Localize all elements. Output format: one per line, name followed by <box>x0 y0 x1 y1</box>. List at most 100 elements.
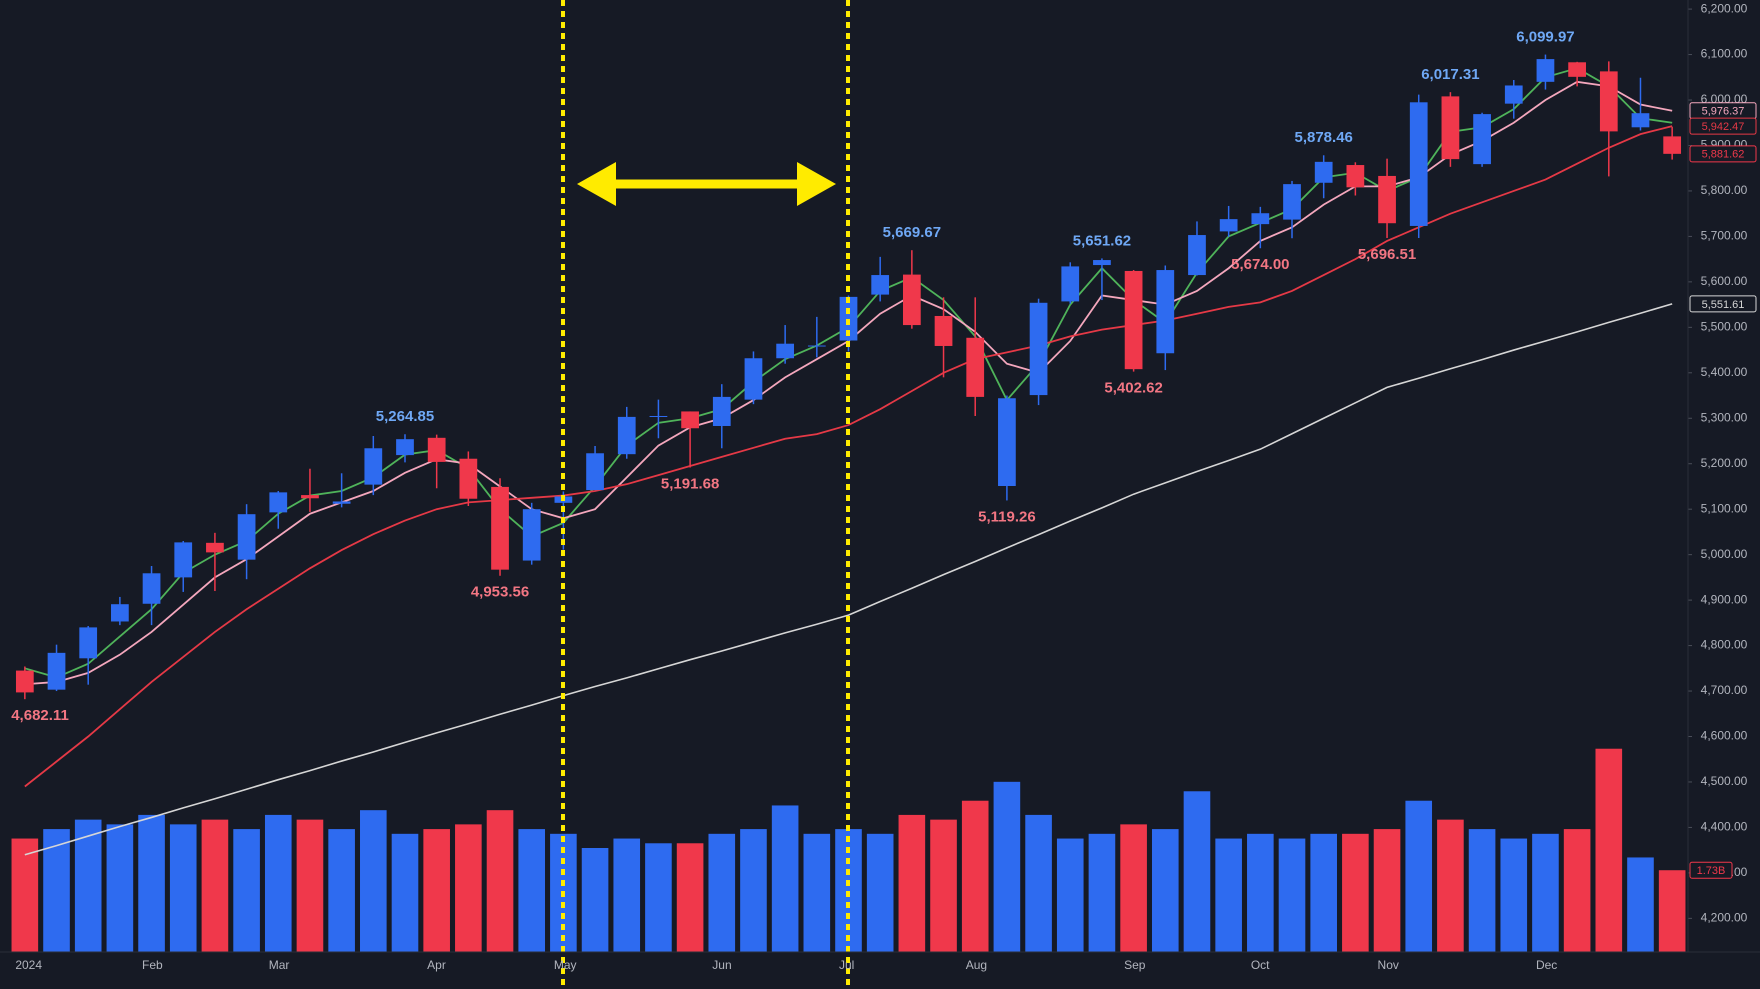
price-box-label: 5,942.47 <box>1702 121 1745 133</box>
candle-body <box>47 652 66 690</box>
candle-body <box>491 486 509 570</box>
volume-pane <box>11 748 1686 952</box>
volume-bar <box>1278 838 1306 952</box>
high-label: 5,264.85 <box>376 408 434 425</box>
candle-body <box>1409 102 1428 226</box>
volume-bar <box>201 819 229 952</box>
volume-bar <box>1658 870 1686 952</box>
low-label: 5,674.00 <box>1231 256 1289 273</box>
high-label: 6,017.31 <box>1421 66 1479 83</box>
candle-body <box>839 296 858 341</box>
volume-bar <box>1468 829 1496 952</box>
candle-body <box>111 604 129 622</box>
moving-average <box>24 125 1673 788</box>
x-tick-label: Feb <box>142 958 163 972</box>
candle-body <box>776 343 795 359</box>
volume-bar <box>1627 857 1654 952</box>
candle-body <box>396 439 414 456</box>
y-tick-label: 5,200.00 <box>1701 456 1748 470</box>
y-tick-label: 6,200.00 <box>1701 1 1748 15</box>
volume-bar <box>360 810 387 952</box>
candle-body <box>1631 113 1650 128</box>
x-tick-label: May <box>554 958 577 972</box>
candle-body <box>301 495 319 499</box>
y-tick-label: 4,500.00 <box>1701 774 1748 788</box>
labels: 4,200.004,300.004,400.004,500.004,600.00… <box>11 1 1757 972</box>
y-tick-label: 5,300.00 <box>1701 410 1748 424</box>
x-tick-label: Nov <box>1378 958 1399 972</box>
volume-bar <box>581 848 609 952</box>
candle-body <box>1093 260 1111 266</box>
volume-bar <box>645 843 672 952</box>
volume-bar <box>1342 833 1369 952</box>
candle-body <box>1219 219 1238 232</box>
candle-body <box>1568 62 1586 77</box>
candle-body <box>998 398 1016 487</box>
candle-body <box>1283 184 1301 220</box>
volume-bar <box>676 843 704 952</box>
candle-body <box>15 670 34 693</box>
candle-body <box>1251 213 1270 225</box>
candle-body <box>364 448 383 485</box>
y-tick-label: 5,500.00 <box>1701 320 1748 334</box>
candle-body <box>79 627 98 659</box>
candle-body <box>712 396 731 426</box>
y-tick-label: 4,600.00 <box>1701 729 1748 743</box>
volume-bar <box>423 829 450 952</box>
candle-body <box>807 345 826 347</box>
high-label: 5,651.62 <box>1073 232 1131 249</box>
volume-box-label: 1.73B <box>1697 865 1726 877</box>
candle-body <box>744 358 763 400</box>
volume-bar <box>169 824 197 952</box>
x-tick-label: Sep <box>1124 958 1146 972</box>
volume-bar <box>1183 791 1211 952</box>
high-label: 6,099.97 <box>1516 29 1574 46</box>
low-label: 5,696.51 <box>1358 246 1416 263</box>
low-label: 5,191.68 <box>661 475 719 492</box>
y-tick-label: 4,200.00 <box>1701 911 1748 925</box>
low-label: 4,953.56 <box>471 584 529 601</box>
y-tick-label: 6,100.00 <box>1701 47 1748 61</box>
volume-bar <box>898 814 926 952</box>
volume-bar <box>1405 800 1433 952</box>
x-tick-label: Mar <box>269 958 290 972</box>
volume-bar <box>106 824 134 952</box>
volume-bar <box>1563 829 1591 952</box>
x-tick-label: Aug <box>966 958 987 972</box>
candle-body <box>206 542 224 553</box>
volume-bar <box>961 800 989 952</box>
volume-bar <box>11 838 39 952</box>
volume-bar <box>993 781 1021 952</box>
volume-bar <box>43 829 70 952</box>
candle-body <box>681 411 699 429</box>
candles <box>15 54 1682 700</box>
low-label: 4,682.11 <box>11 707 69 724</box>
candle-body <box>1473 114 1491 165</box>
high-label: 5,878.46 <box>1294 129 1352 146</box>
volume-box <box>1689 861 1733 879</box>
volume-bar <box>1595 748 1623 952</box>
x-tick-label: Jun <box>712 958 731 972</box>
volume-bar <box>1437 819 1464 952</box>
candle-body <box>1314 161 1333 183</box>
volume-bar <box>708 833 736 952</box>
volume-bar <box>1120 824 1147 952</box>
candle-body <box>1504 85 1523 104</box>
highlight <box>561 0 850 989</box>
volume-bar <box>1247 833 1274 952</box>
volume-bar <box>613 838 641 952</box>
candle-body <box>966 337 985 397</box>
volume-bar <box>930 819 957 952</box>
arrow-head <box>797 162 836 206</box>
candle-body <box>586 453 604 491</box>
y-tick-label: 5,600.00 <box>1701 274 1748 288</box>
price-box <box>1689 295 1757 313</box>
candle-body <box>142 573 161 604</box>
moving-average <box>24 303 1673 856</box>
volume-bar <box>1056 838 1084 952</box>
volume-bar <box>1532 833 1559 952</box>
y-tick-label: 5,000.00 <box>1701 547 1748 561</box>
